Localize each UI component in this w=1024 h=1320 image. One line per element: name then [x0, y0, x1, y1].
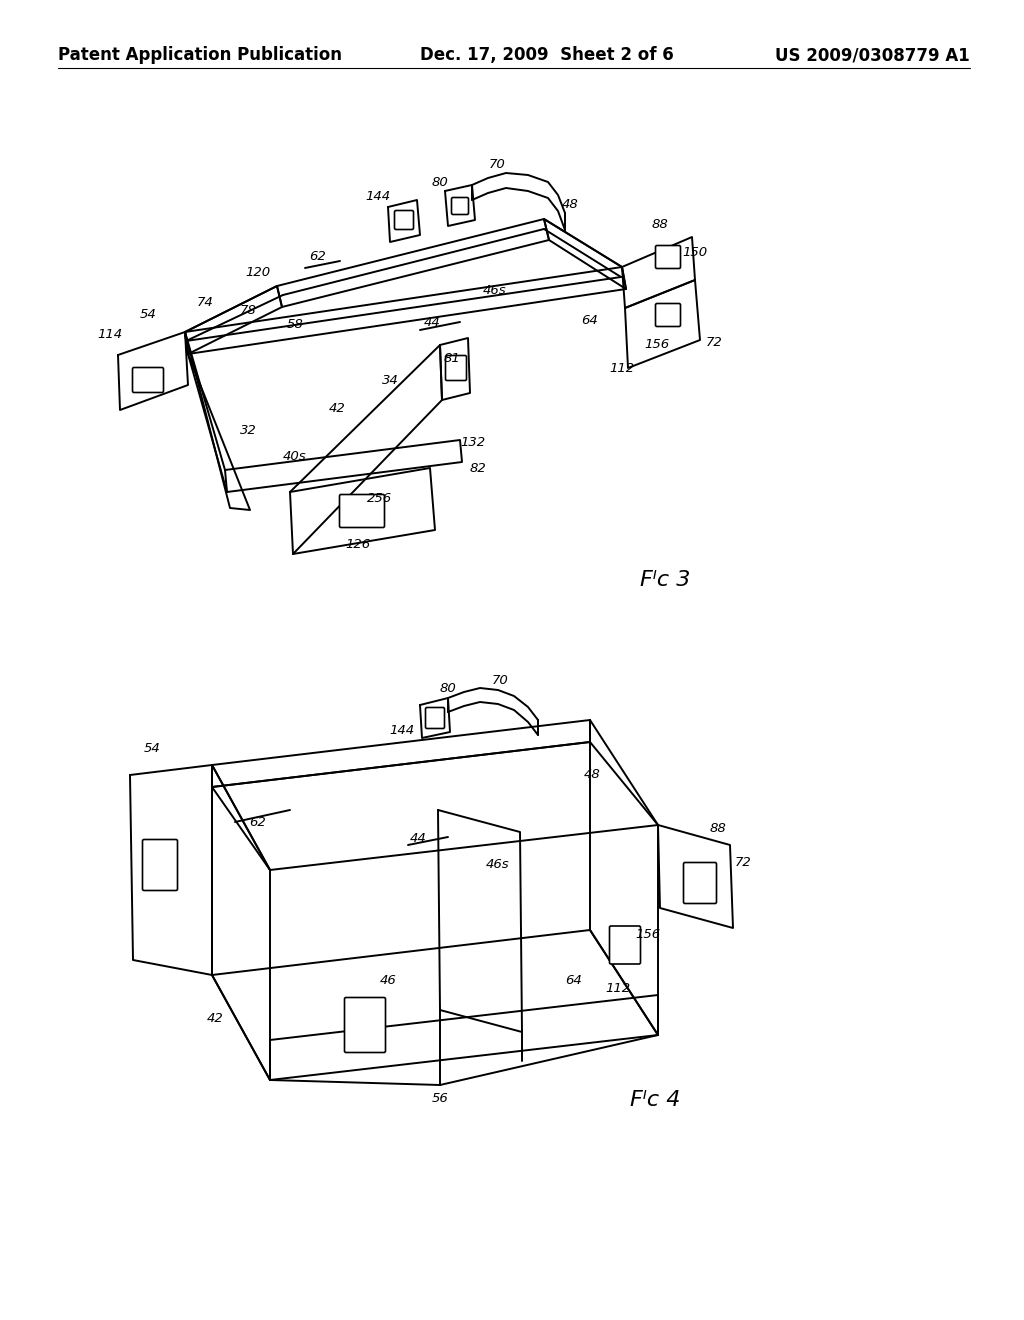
Text: 42: 42	[329, 401, 345, 414]
Text: 70: 70	[492, 673, 508, 686]
FancyBboxPatch shape	[340, 495, 384, 528]
FancyBboxPatch shape	[655, 246, 681, 268]
Text: 156: 156	[636, 928, 660, 941]
Text: 48: 48	[561, 198, 579, 211]
Text: 70: 70	[488, 158, 506, 172]
Text: 72: 72	[734, 855, 752, 869]
Text: 126: 126	[345, 539, 371, 552]
Text: 46s: 46s	[486, 858, 510, 871]
Text: 56: 56	[432, 1092, 449, 1105]
Text: US 2009/0308779 A1: US 2009/0308779 A1	[775, 46, 970, 63]
FancyBboxPatch shape	[426, 708, 444, 729]
FancyBboxPatch shape	[683, 862, 717, 903]
Text: 144: 144	[389, 723, 415, 737]
Text: 72: 72	[706, 335, 722, 348]
Text: Fᴵᴄ 4: Fᴵᴄ 4	[630, 1090, 680, 1110]
Text: Dec. 17, 2009  Sheet 2 of 6: Dec. 17, 2009 Sheet 2 of 6	[420, 46, 674, 63]
Text: 46: 46	[380, 974, 396, 986]
Text: 44: 44	[410, 832, 426, 845]
FancyBboxPatch shape	[655, 304, 681, 326]
Text: 112: 112	[605, 982, 631, 994]
FancyBboxPatch shape	[452, 198, 469, 214]
FancyBboxPatch shape	[142, 840, 177, 891]
Text: 256: 256	[368, 491, 392, 504]
Text: Fᴵᴄ 3: Fᴵᴄ 3	[640, 570, 690, 590]
Text: 34: 34	[382, 374, 398, 387]
FancyBboxPatch shape	[609, 927, 640, 964]
Text: 132: 132	[461, 437, 485, 450]
Text: 64: 64	[565, 974, 583, 986]
Text: 81: 81	[443, 351, 461, 364]
Text: 62: 62	[250, 816, 266, 829]
Text: 88: 88	[651, 219, 669, 231]
Text: 78: 78	[240, 304, 256, 317]
Text: 32: 32	[240, 424, 256, 437]
Text: 74: 74	[197, 297, 213, 309]
Text: 80: 80	[432, 177, 449, 190]
Text: 62: 62	[309, 251, 327, 264]
FancyBboxPatch shape	[132, 367, 164, 392]
Text: 80: 80	[439, 681, 457, 694]
Text: 112: 112	[609, 362, 635, 375]
Text: 54: 54	[143, 742, 161, 755]
FancyBboxPatch shape	[445, 355, 467, 380]
Text: 150: 150	[682, 246, 708, 259]
Text: 156: 156	[644, 338, 670, 351]
Text: 44: 44	[424, 315, 440, 329]
Text: 58: 58	[287, 318, 303, 330]
FancyBboxPatch shape	[344, 998, 385, 1052]
Text: 48: 48	[584, 768, 600, 781]
Text: 46s: 46s	[483, 284, 507, 297]
Text: 64: 64	[582, 314, 598, 326]
FancyBboxPatch shape	[394, 210, 414, 230]
Text: Patent Application Publication: Patent Application Publication	[58, 46, 342, 63]
Text: 114: 114	[97, 329, 123, 342]
Text: 42: 42	[207, 1011, 223, 1024]
Text: 120: 120	[246, 265, 270, 279]
Text: 144: 144	[366, 190, 390, 202]
Text: 82: 82	[470, 462, 486, 474]
Text: 88: 88	[710, 821, 726, 834]
Text: 40s: 40s	[284, 450, 307, 462]
Text: 54: 54	[139, 309, 157, 322]
